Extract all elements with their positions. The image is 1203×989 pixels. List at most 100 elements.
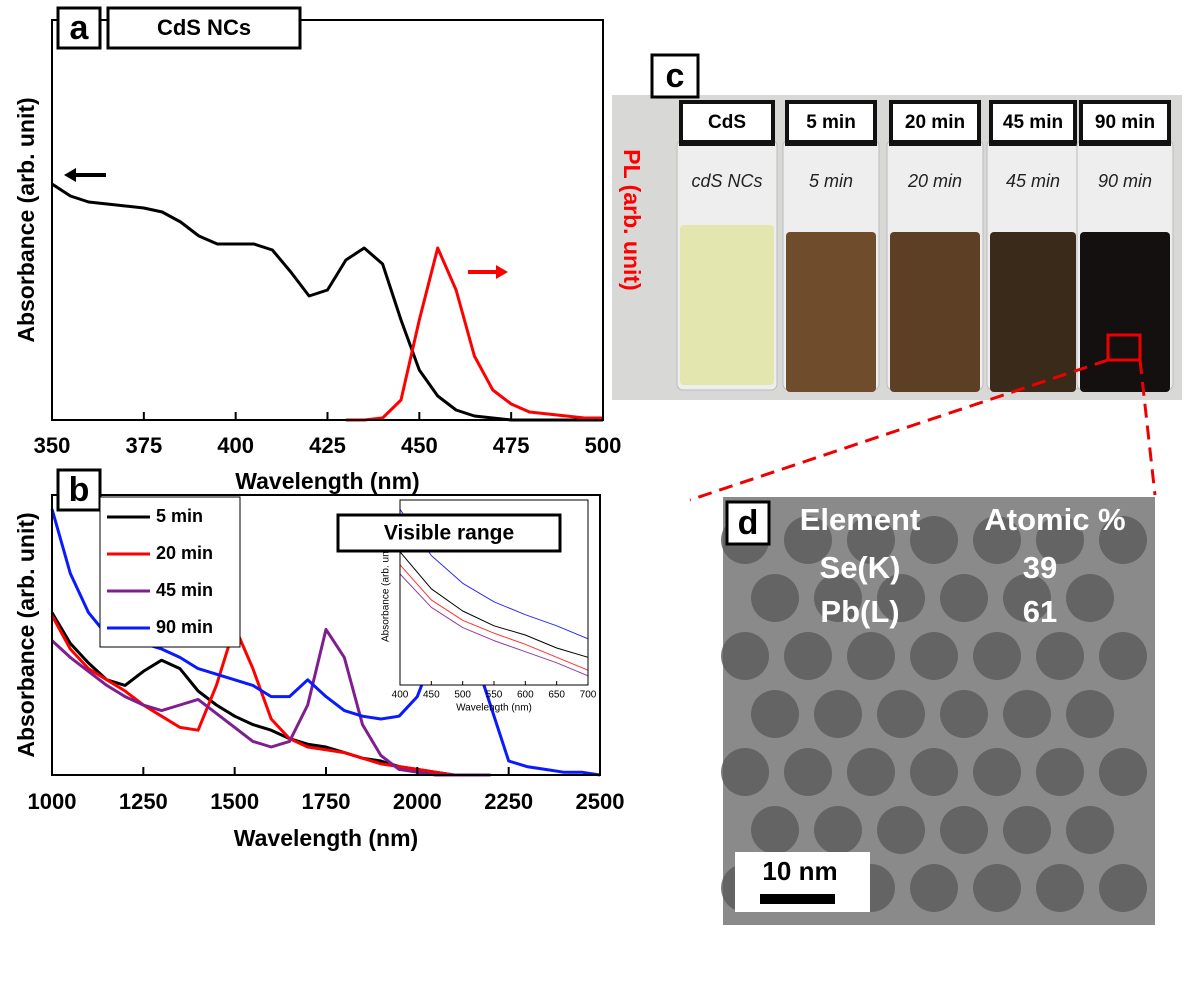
table-header: Element — [800, 502, 921, 537]
series-line — [52, 184, 603, 420]
vial-liquid — [680, 225, 774, 385]
scale-bar — [760, 894, 835, 904]
x-tick-label: 500 — [454, 690, 471, 701]
particle — [877, 806, 925, 854]
vial-writing: 45 min — [1006, 171, 1060, 191]
vial-label: CdS — [708, 112, 746, 133]
panel-label: b — [69, 471, 90, 509]
particle — [877, 690, 925, 738]
particle — [1003, 690, 1051, 738]
table-cell: Se(K) — [820, 550, 901, 585]
particle — [973, 632, 1021, 680]
y-axis-label: Absorbance (arb. unit) — [13, 512, 39, 757]
x-tick-label: 2500 — [576, 789, 625, 814]
x-axis-label: Wavelength (nm) — [234, 825, 418, 851]
x-tick-label: 2000 — [393, 789, 442, 814]
x-tick-label: 425 — [309, 433, 346, 458]
annotation: CdS NCs — [157, 15, 251, 40]
particle — [1066, 690, 1114, 738]
table-cell: Pb(L) — [820, 594, 899, 629]
x-tick-label: 475 — [493, 433, 530, 458]
vial-writing: 5 min — [809, 171, 853, 191]
x-tick-label: 650 — [548, 690, 565, 701]
particle — [751, 806, 799, 854]
particle — [751, 574, 799, 622]
panel-label: d — [738, 504, 759, 542]
particle — [1036, 748, 1084, 796]
tem-image: d Element Atomic % Se(K) 39 Pb(L) 61 10 nm — [721, 497, 1155, 925]
particle — [721, 632, 769, 680]
vial-writing: 90 min — [1098, 171, 1152, 191]
x-tick-label: 1250 — [119, 789, 168, 814]
scale-bar-label: 10 nm — [762, 856, 837, 886]
panel-label: a — [70, 9, 90, 47]
y-axis-label: Absorbance (arb. unit) — [13, 97, 39, 342]
particle — [1036, 864, 1084, 912]
particle — [1099, 748, 1147, 796]
particle — [751, 690, 799, 738]
panel-label: c — [666, 57, 685, 95]
x-tick-label: 450 — [423, 690, 440, 701]
particle — [1036, 632, 1084, 680]
particle — [814, 806, 862, 854]
x-tick-label: 400 — [217, 433, 254, 458]
y2-axis-label: PL (arb. unit) — [619, 149, 645, 290]
x-tick-label: 1500 — [210, 789, 259, 814]
particle — [940, 690, 988, 738]
particle — [847, 748, 895, 796]
particle — [847, 632, 895, 680]
x-axis-label: Wavelength (nm) — [235, 468, 419, 494]
particle — [1066, 574, 1114, 622]
particle — [940, 806, 988, 854]
particle — [1099, 864, 1147, 912]
x-tick-label: 600 — [517, 690, 534, 701]
particle — [910, 864, 958, 912]
particle — [1099, 632, 1147, 680]
vial-writing: 20 min — [907, 171, 962, 191]
vial-liquid — [990, 232, 1076, 392]
x-tick-label: 550 — [486, 690, 503, 701]
x-axis-label: Wavelength (nm) — [456, 703, 532, 714]
vial-label: 5 min — [806, 112, 856, 133]
particle — [814, 690, 862, 738]
particle — [910, 748, 958, 796]
particle — [721, 748, 769, 796]
arrow-head — [496, 265, 508, 279]
particle — [784, 632, 832, 680]
table-cell: 61 — [1023, 594, 1057, 629]
x-tick-label: 700 — [580, 690, 597, 701]
arrow-head — [64, 168, 76, 182]
x-tick-label: 1000 — [28, 789, 77, 814]
x-tick-label: 1750 — [302, 789, 351, 814]
table-cell: 39 — [1023, 550, 1057, 585]
particle — [910, 632, 958, 680]
x-tick-label: 2250 — [484, 789, 533, 814]
x-tick-label: 375 — [125, 433, 162, 458]
vial-label: 45 min — [1003, 112, 1063, 133]
legend-label: 20 min — [156, 543, 213, 563]
x-tick-label: 450 — [401, 433, 438, 458]
particle — [1003, 806, 1051, 854]
legend-label: 90 min — [156, 617, 213, 637]
vial-label: 90 min — [1095, 112, 1155, 133]
y-axis-label: Absorbance (arb. unit) — [381, 543, 392, 642]
particle — [973, 864, 1021, 912]
legend-label: 5 min — [156, 506, 203, 526]
legend-label: 45 min — [156, 580, 213, 600]
table-header: Atomic % — [984, 502, 1125, 537]
vial-liquid — [786, 232, 876, 392]
plot-frame — [52, 20, 603, 420]
figure: CdS cdS NCs 5 min 5 min 20 min 20 min 45 min 45… — [0, 0, 1203, 989]
particle — [973, 748, 1021, 796]
vial-liquid — [1080, 232, 1170, 392]
vial-writing: cdS NCs — [691, 171, 762, 191]
particle — [1066, 806, 1114, 854]
annotation: Visible range — [384, 522, 514, 545]
particle — [784, 748, 832, 796]
x-tick-label: 400 — [392, 690, 409, 701]
vial-liquid — [890, 232, 980, 392]
x-tick-label: 500 — [585, 433, 622, 458]
particle — [940, 574, 988, 622]
x-tick-label: 350 — [34, 433, 71, 458]
